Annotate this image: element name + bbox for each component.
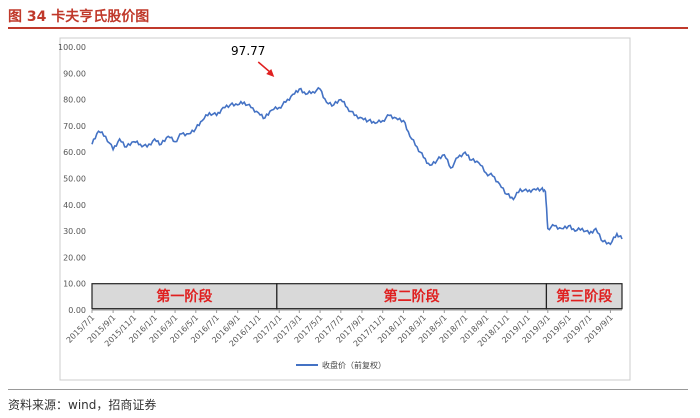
y-tick-label: 50.00 — [63, 175, 86, 184]
figure-title: 图 34 卡夫亨氏股价图 — [8, 9, 150, 25]
y-tick-label: 0.00 — [68, 306, 86, 315]
y-tick-label: 70.00 — [63, 122, 86, 131]
y-tick-label: 90.00 — [63, 69, 86, 78]
stage-band — [91, 283, 278, 310]
source-note: 资料来源：wind，招商证券 — [8, 398, 157, 412]
legend: 收盘价（前复权） — [296, 360, 386, 370]
y-tick-label: 40.00 — [63, 201, 86, 210]
stage-label: 第二阶段 — [384, 288, 440, 305]
peak-label: 97.77 — [231, 44, 265, 58]
stage-label: 第三阶段 — [556, 288, 612, 305]
stage-bands: 第一阶段 第二阶段 第三阶段 — [91, 283, 623, 310]
y-tick-label: 20.00 — [63, 253, 86, 262]
stage-label: 第一阶段 — [156, 288, 212, 305]
chart-frame — [59, 37, 631, 381]
y-tick-label: 80.00 — [63, 96, 86, 105]
y-tick-label: 10.00 — [63, 280, 86, 289]
y-tick-label: 60.00 — [63, 148, 86, 157]
stage-band — [276, 283, 548, 310]
y-tick-label: 30.00 — [63, 227, 86, 236]
peak-annotation: 97.77 — [231, 44, 275, 77]
price-series-line — [91, 86, 623, 246]
y-axis: 0.00 10.00 20.00 30.00 40.00 50.00 60.00 70.00 8… — [58, 43, 86, 315]
peak-arrow-head — [266, 69, 275, 77]
y-tick-label: 100.00 — [58, 43, 86, 52]
stage-band — [545, 283, 623, 310]
legend-label: 收盘价（前复权） — [322, 360, 386, 370]
title-rule — [8, 27, 688, 29]
footer-rule — [8, 389, 688, 390]
